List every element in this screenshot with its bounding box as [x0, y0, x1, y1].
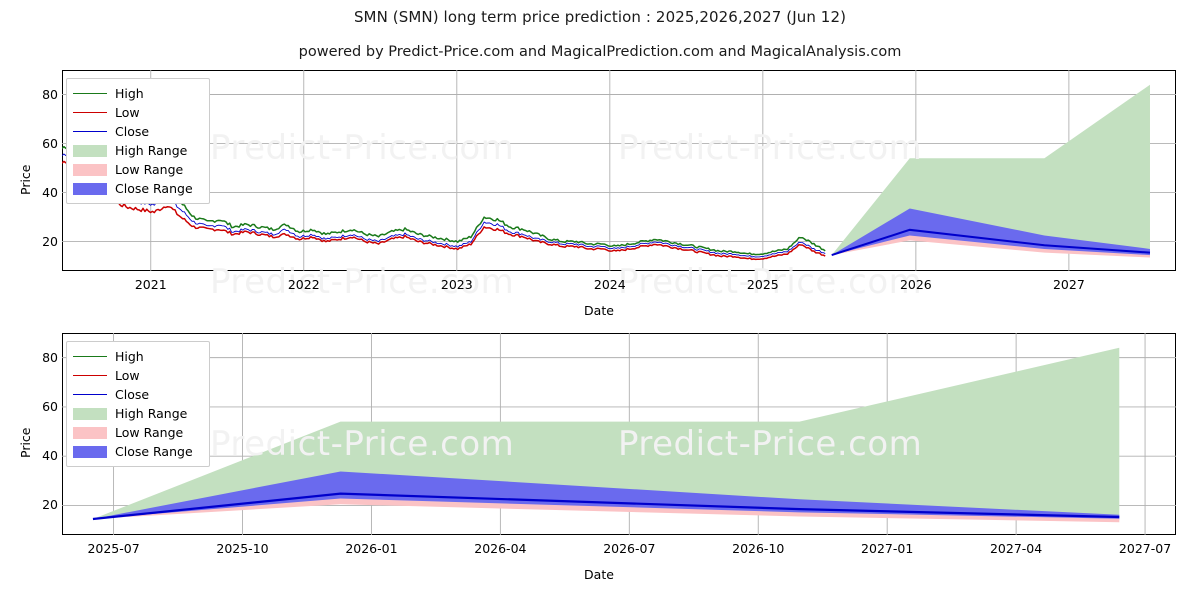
legend-item-low[interactable]: Low	[73, 366, 202, 385]
legend-item-label: Low	[115, 104, 140, 120]
legend-swatch-patch-icon	[73, 163, 107, 177]
legend-item-close[interactable]: Close	[73, 122, 202, 141]
legend-swatch-patch-icon	[73, 445, 107, 459]
top-x-axis-label: Date	[584, 303, 614, 318]
legend-item-label: High	[115, 348, 144, 364]
bottom-chart-legend: High Low Close High Range Low Range Close Ran…	[66, 341, 210, 467]
legend-item-low-range[interactable]: Low Range	[73, 160, 202, 179]
legend-swatch-line-icon	[73, 369, 107, 383]
x-axis-tick-label: 2021	[134, 277, 167, 292]
y-axis-tick-label: 20	[42, 497, 58, 513]
x-axis-tick-label: 2024	[593, 277, 626, 292]
x-axis-tick-label: 2025	[746, 277, 779, 292]
y-axis-tick-label: 60	[42, 398, 58, 414]
page-subtitle: powered by Predict-Price.com and Magical…	[298, 44, 902, 60]
bottom-x-axis-label: Date	[584, 567, 614, 582]
legend-item-close-range[interactable]: Close Range	[73, 442, 202, 461]
y-axis-tick-label: 40	[42, 448, 58, 464]
x-axis-tick-label: 2027-01	[861, 541, 914, 556]
bottom-chart-canvas	[62, 333, 1176, 535]
y-axis-tick-label: 60	[42, 135, 58, 151]
x-axis-tick-label: 2025-07	[87, 541, 140, 556]
legend-item-low-range[interactable]: Low Range	[73, 423, 202, 442]
legend-item-label: Low Range	[115, 424, 184, 440]
legend-item-label: High	[115, 85, 144, 101]
top-chart-canvas	[62, 70, 1176, 271]
legend-item-label: Close Range	[115, 443, 193, 459]
x-axis-tick-label: 2023	[440, 277, 473, 292]
legend-item-low[interactable]: Low	[73, 103, 202, 122]
legend-item-label: High Range	[115, 405, 188, 421]
legend-swatch-patch-icon	[73, 182, 107, 196]
x-axis-tick-label: 2022	[287, 277, 320, 292]
legend-item-high[interactable]: High	[73, 347, 202, 366]
legend-swatch-patch-icon	[73, 407, 107, 421]
legend-item-high[interactable]: High	[73, 84, 202, 103]
bottom-chart-panel	[62, 333, 1176, 535]
y-axis-tick-label: 20	[42, 233, 58, 249]
x-axis-tick-label: 2027-07	[1118, 541, 1172, 556]
top-chart-legend: High Low Close High Range Low Range Close Ran…	[66, 78, 210, 204]
legend-swatch-line-icon	[73, 87, 107, 101]
x-axis-tick-label: 2025-10	[216, 541, 269, 556]
legend-item-label: Low Range	[115, 161, 184, 177]
x-axis-tick-label: 2027-04	[989, 541, 1043, 556]
legend-item-high-range[interactable]: High Range	[73, 404, 202, 423]
x-axis-tick-label: 2026	[899, 277, 932, 292]
y-axis-tick-label: 40	[42, 184, 58, 200]
legend-item-label: High Range	[115, 142, 188, 158]
legend-item-label: Close	[115, 123, 150, 139]
x-axis-tick-label: 2026-01	[345, 541, 398, 556]
legend-item-high-range[interactable]: High Range	[73, 141, 202, 160]
legend-item-label: Low	[115, 367, 140, 383]
top-chart-panel	[62, 70, 1176, 271]
y-axis-tick-label: 80	[42, 349, 58, 365]
legend-swatch-line-icon	[73, 125, 107, 139]
x-axis-tick-label: 2026-10	[732, 541, 785, 556]
legend-item-label: Close	[115, 386, 150, 402]
legend-swatch-line-icon	[73, 350, 107, 364]
legend-item-label: Close Range	[115, 180, 193, 196]
legend-swatch-line-icon	[73, 106, 107, 120]
legend-swatch-line-icon	[73, 388, 107, 402]
x-axis-tick-label: 2027	[1052, 277, 1085, 292]
legend-item-close[interactable]: Close	[73, 385, 202, 404]
legend-swatch-patch-icon	[73, 144, 107, 158]
legend-item-close-range[interactable]: Close Range	[73, 179, 202, 198]
y-axis-tick-label: 80	[42, 86, 58, 102]
page-title: SMN (SMN) long term price prediction : 2…	[353, 8, 847, 26]
x-axis-tick-label: 2026-04	[474, 541, 527, 556]
legend-swatch-patch-icon	[73, 426, 107, 440]
x-axis-tick-label: 2026-07	[603, 541, 656, 556]
